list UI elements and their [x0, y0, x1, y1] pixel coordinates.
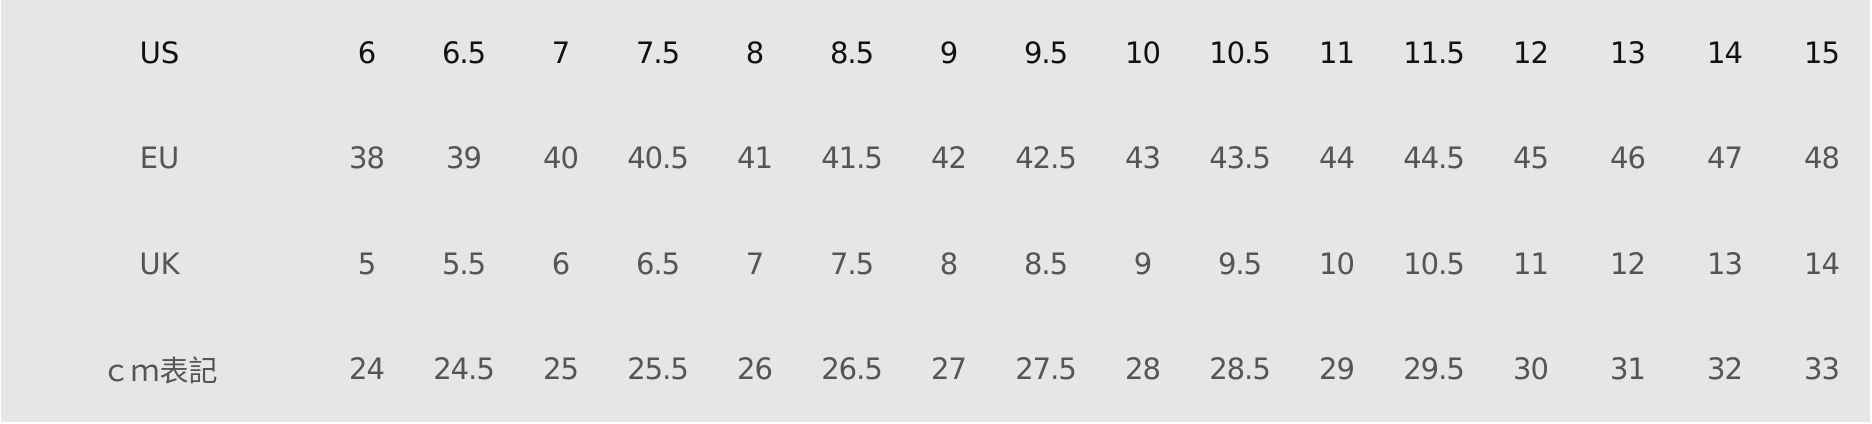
size-cell: 8: [745, 35, 764, 70]
row-label: ｃｍ表記: [101, 354, 218, 389]
size-cell: 28.5: [1209, 352, 1271, 387]
size-cell: 41.5: [821, 141, 883, 176]
size-cell: 12: [1610, 246, 1646, 281]
size-cell: 24.5: [433, 352, 495, 387]
size-cell: 27.5: [1015, 352, 1077, 387]
size-cell: 25: [543, 352, 579, 387]
size-cell: 8: [939, 246, 958, 281]
size-cell: 30: [1513, 352, 1549, 387]
size-cell: 7: [551, 35, 570, 70]
size-cell: 13: [1610, 35, 1646, 70]
size-cell: 9.5: [1217, 246, 1262, 281]
size-cell: 33: [1804, 352, 1840, 387]
row-label: EU: [139, 141, 180, 176]
size-cell: 5: [357, 246, 376, 281]
size-cell: 12: [1513, 35, 1549, 70]
size-cell: 15: [1804, 35, 1840, 70]
size-cell: 6: [357, 35, 376, 70]
size-cell: 5.5: [441, 246, 486, 281]
size-cell: 9: [939, 35, 958, 70]
size-cell: 14: [1707, 35, 1743, 70]
size-cell: 46: [1610, 141, 1646, 176]
size-cell: 11: [1319, 35, 1355, 70]
size-cell: 10.5: [1403, 246, 1465, 281]
size-cell: 43: [1125, 141, 1161, 176]
size-cell: 9.5: [1023, 35, 1068, 70]
size-cell: 26: [737, 352, 773, 387]
row-label: UK: [139, 246, 180, 281]
size-cell: 40: [543, 141, 579, 176]
size-cell: 41: [737, 141, 773, 176]
size-cell: 45: [1513, 141, 1549, 176]
table-row-us: US 6 6.5 7 7.5 8 8.5 9 9.5 10 10.5 11 11.5 12 13 14 15: [1, 0, 1870, 106]
size-cell: 44: [1319, 141, 1355, 176]
size-cell: 6: [551, 246, 570, 281]
size-cell: 29: [1319, 352, 1355, 387]
size-cell: 7.5: [829, 246, 874, 281]
size-cell: 14: [1804, 246, 1840, 281]
size-cell: 13: [1707, 246, 1743, 281]
size-cell: 9: [1133, 246, 1152, 281]
size-cell: 10.5: [1209, 35, 1271, 70]
size-cell: 47: [1707, 141, 1743, 176]
size-cell: 7: [745, 246, 764, 281]
size-cell: 39: [446, 141, 482, 176]
table-row-uk: UK 5 5.5 6 6.5 7 7.5 8 8.5 9 9.5 10 10.5 11 12 13 14: [1, 211, 1870, 317]
size-cell: 10: [1125, 35, 1161, 70]
size-cell: 7.5: [635, 35, 680, 70]
row-label: US: [139, 35, 180, 70]
size-cell: 8.5: [1023, 246, 1068, 281]
size-cell: 43.5: [1209, 141, 1271, 176]
size-cell: 48: [1804, 141, 1840, 176]
size-cell: 11: [1513, 246, 1549, 281]
size-cell: 29.5: [1403, 352, 1465, 387]
size-cell: 38: [349, 141, 385, 176]
size-cell: 40.5: [627, 141, 689, 176]
table-row-eu: EU 38 39 40 40.5 41 41.5 42 42.5 43 43.5 44 44.5 45 46…: [1, 106, 1870, 212]
size-cell: 6.5: [441, 35, 486, 70]
size-cell: 8.5: [829, 35, 874, 70]
table-row-cm: ｃｍ表記 24 24.5 25 25.5 26 26.5 27 27.5 28 28.5 29 29.5…: [1, 317, 1870, 423]
size-cell: 32: [1707, 352, 1743, 387]
size-cell: 25.5: [627, 352, 689, 387]
size-cell: 28: [1125, 352, 1161, 387]
size-cell: 26.5: [821, 352, 883, 387]
size-cell: 27: [931, 352, 967, 387]
size-cell: 6.5: [635, 246, 680, 281]
size-cell: 31: [1610, 352, 1646, 387]
size-cell: 11.5: [1403, 35, 1465, 70]
size-cell: 42: [931, 141, 967, 176]
size-cell: 24: [349, 352, 385, 387]
size-cell: 44.5: [1403, 141, 1465, 176]
size-cell: 42.5: [1015, 141, 1077, 176]
size-cell: 10: [1319, 246, 1355, 281]
